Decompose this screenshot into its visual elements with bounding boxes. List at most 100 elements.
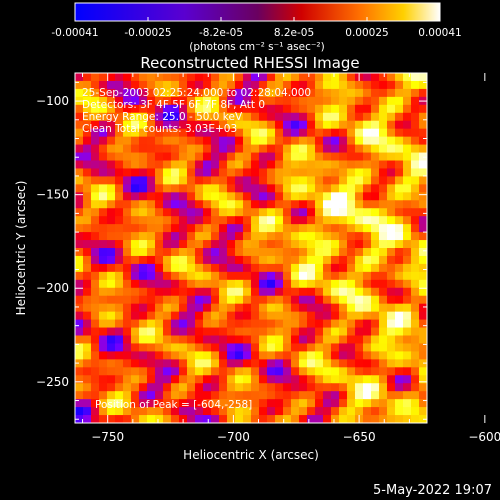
heatmap-cell <box>331 311 340 321</box>
heatmap-cell <box>219 279 228 289</box>
heatmap-cell <box>315 136 324 146</box>
heatmap-cell <box>91 136 100 146</box>
heatmap-cell <box>115 287 124 297</box>
heatmap-cell <box>235 255 244 265</box>
heatmap-cell <box>131 263 140 273</box>
heatmap-cell <box>131 232 140 241</box>
heatmap-cell <box>259 176 268 185</box>
heatmap-cell <box>123 343 132 352</box>
heatmap-cell <box>371 88 380 98</box>
heatmap-cell <box>371 144 380 154</box>
heatmap-cell <box>267 200 276 209</box>
heatmap-cell <box>131 200 140 209</box>
heatmap-cell <box>355 367 364 376</box>
heatmap-cell <box>99 96 108 106</box>
heatmap-cell <box>363 303 372 313</box>
heatmap-cell <box>259 367 268 376</box>
heatmap-cell <box>307 96 316 106</box>
heatmap-cell <box>363 311 372 321</box>
heatmap-cell <box>371 232 380 241</box>
heatmap-cell <box>107 295 116 305</box>
heatmap-cell <box>315 399 324 408</box>
heatmap-cell <box>115 271 124 281</box>
heatmap-cell <box>387 208 396 217</box>
heatmap-cell <box>275 319 284 329</box>
heatmap-cell <box>267 319 276 329</box>
heatmap-cell <box>179 216 188 225</box>
heatmap-cell <box>267 73 276 82</box>
heatmap-cell <box>339 192 348 201</box>
heatmap-cell <box>347 415 356 424</box>
heatmap-cell <box>379 232 388 241</box>
heatmap-cell <box>395 216 404 225</box>
heatmap-cell <box>227 407 236 416</box>
heatmap-cell <box>355 263 364 273</box>
heatmap-cell <box>235 359 244 368</box>
heatmap-cell <box>131 136 140 146</box>
heatmap-cell <box>227 351 236 360</box>
heatmap-cell <box>299 240 308 249</box>
heatmap-cell <box>139 391 148 400</box>
heatmap-cell <box>107 128 116 138</box>
heatmap-cell <box>115 200 124 209</box>
heatmap-cell <box>275 383 284 392</box>
heatmap-cell <box>387 303 396 313</box>
heatmap-cell <box>107 96 116 106</box>
heatmap-cell <box>283 120 292 130</box>
heatmap-cell <box>299 359 308 368</box>
heatmap-cell <box>139 200 148 209</box>
heatmap-cell <box>227 391 236 400</box>
heatmap-cell <box>355 112 364 122</box>
heatmap-cell <box>411 255 420 265</box>
heatmap-cell <box>219 263 228 273</box>
y-tick-label: −100 <box>36 94 69 108</box>
heatmap-cell <box>419 295 428 305</box>
heatmap-cell <box>99 319 108 329</box>
heatmap-cell <box>355 152 364 161</box>
heatmap-cell <box>195 271 204 281</box>
heatmap-cell <box>339 80 348 90</box>
heatmap-cell <box>115 351 124 360</box>
heatmap-cell <box>315 391 324 400</box>
heatmap-cell <box>267 303 276 313</box>
heatmap-cell <box>107 104 116 114</box>
heatmap-cell <box>211 303 220 313</box>
heatmap-cell <box>275 104 284 114</box>
heatmap-cell <box>227 279 236 289</box>
heatmap-cell <box>227 152 236 161</box>
heatmap-cell <box>363 279 372 289</box>
heatmap-cell <box>259 168 268 177</box>
heatmap-cell <box>411 383 420 392</box>
heatmap-cell <box>179 73 188 82</box>
heatmap-cell <box>347 391 356 400</box>
heatmap-cell <box>347 367 356 376</box>
annotation-line: Detectors: 3F 4F 5F 6F 7F 8F, Att 0 <box>82 99 265 111</box>
heatmap-cell <box>331 80 340 90</box>
heatmap-cell <box>155 359 164 368</box>
heatmap-cell <box>139 367 148 376</box>
heatmap-cell <box>331 383 340 392</box>
heatmap-cell <box>251 176 260 185</box>
heatmap-cell <box>83 367 92 376</box>
heatmap-cell <box>259 327 268 336</box>
heatmap-cell <box>315 327 324 336</box>
heatmap-cell <box>179 104 188 114</box>
heatmap-cell <box>411 279 420 289</box>
heatmap-cell <box>363 136 372 146</box>
heatmap-cell <box>323 383 332 392</box>
heatmap-cell <box>83 319 92 329</box>
heatmap-cell <box>315 88 324 98</box>
heatmap-cell <box>203 112 212 122</box>
heatmap-cell <box>339 335 348 344</box>
heatmap-cell <box>291 303 300 313</box>
heatmap-cell <box>83 303 92 313</box>
heatmap-cell <box>195 152 204 161</box>
heatmap-cell <box>235 248 244 257</box>
heatmap-cell <box>107 232 116 241</box>
heatmap-cell <box>75 415 84 424</box>
heatmap-cell <box>147 391 156 400</box>
heatmap-cell <box>83 375 92 384</box>
heatmap-cell <box>187 192 196 201</box>
heatmap-cell <box>355 391 364 400</box>
heatmap-cell <box>171 232 180 241</box>
